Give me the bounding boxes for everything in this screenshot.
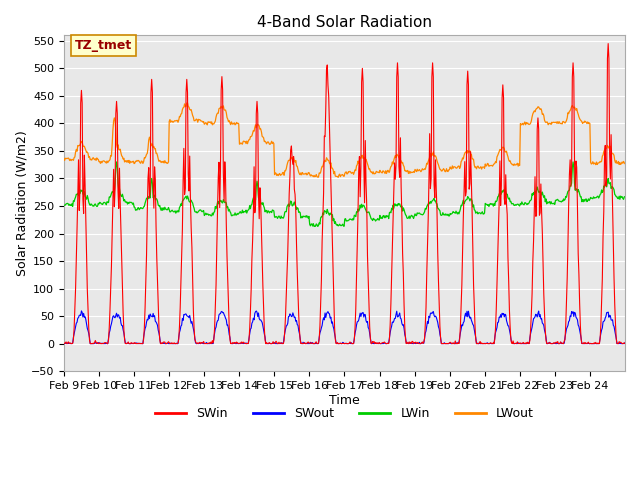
Legend: SWin, SWout, LWin, LWout: SWin, SWout, LWin, LWout bbox=[150, 402, 539, 425]
Title: 4-Band Solar Radiation: 4-Band Solar Radiation bbox=[257, 15, 432, 30]
Text: TZ_tmet: TZ_tmet bbox=[75, 39, 132, 52]
Y-axis label: Solar Radiation (W/m2): Solar Radiation (W/m2) bbox=[15, 131, 28, 276]
X-axis label: Time: Time bbox=[329, 394, 360, 407]
